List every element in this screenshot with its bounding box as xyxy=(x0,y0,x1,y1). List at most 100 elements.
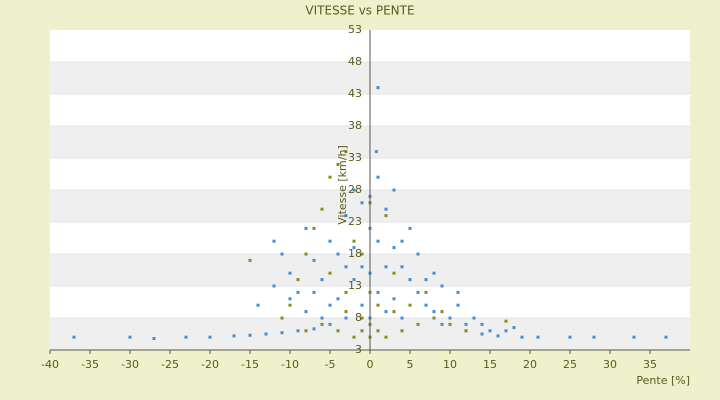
point xyxy=(376,303,380,307)
y-tick-label: 38 xyxy=(348,119,362,132)
point xyxy=(424,278,428,282)
point xyxy=(416,252,420,256)
point xyxy=(312,290,316,294)
point xyxy=(328,303,332,307)
point xyxy=(328,322,332,326)
point xyxy=(480,322,484,326)
point xyxy=(400,316,404,320)
point xyxy=(296,278,300,282)
point xyxy=(392,271,396,275)
point xyxy=(456,290,460,294)
point xyxy=(320,316,324,320)
point xyxy=(248,258,252,262)
x-tick-label: 10 xyxy=(443,358,457,371)
point xyxy=(416,290,420,294)
point xyxy=(488,329,492,333)
point xyxy=(280,252,284,256)
point xyxy=(480,332,484,336)
point xyxy=(376,175,380,179)
y-tick-label: 43 xyxy=(348,87,362,100)
x-tick-label: 35 xyxy=(643,358,657,371)
point xyxy=(272,284,276,288)
point xyxy=(320,278,324,282)
y-tick-label: 23 xyxy=(348,215,362,228)
point xyxy=(208,335,212,339)
y-tick-label: 8 xyxy=(355,311,362,324)
y-tick-label: 28 xyxy=(348,183,362,196)
point xyxy=(360,316,364,320)
x-tick-label: -15 xyxy=(241,358,259,371)
point xyxy=(360,329,364,333)
x-tick-label: -40 xyxy=(41,358,59,371)
point xyxy=(376,86,380,90)
point xyxy=(592,335,596,339)
point xyxy=(336,329,340,333)
point xyxy=(384,214,388,218)
point xyxy=(448,316,452,320)
point xyxy=(312,258,316,262)
point xyxy=(344,316,348,320)
point xyxy=(360,252,364,256)
x-tick-label: 20 xyxy=(523,358,537,371)
point xyxy=(568,335,572,339)
point xyxy=(336,297,340,301)
y-axis-label: Vitesse [km/h] xyxy=(336,145,349,225)
point xyxy=(376,290,380,294)
point xyxy=(432,316,436,320)
y-tick-label: 18 xyxy=(348,247,362,260)
point xyxy=(304,252,308,256)
point xyxy=(440,310,444,314)
point xyxy=(344,265,348,269)
point xyxy=(432,271,436,275)
point xyxy=(408,226,412,230)
point xyxy=(632,335,636,339)
point xyxy=(304,329,308,333)
point xyxy=(392,297,396,301)
x-tick-label: -5 xyxy=(325,358,336,371)
point xyxy=(328,239,332,243)
point xyxy=(344,290,348,294)
point xyxy=(328,271,332,275)
point xyxy=(384,310,388,314)
point xyxy=(328,175,332,179)
point xyxy=(440,322,444,326)
point xyxy=(424,290,428,294)
point xyxy=(496,334,500,338)
point xyxy=(408,278,412,282)
point xyxy=(288,303,292,307)
x-tick-label: 30 xyxy=(603,358,617,371)
point xyxy=(384,207,388,211)
point xyxy=(536,335,540,339)
point xyxy=(336,162,340,166)
point xyxy=(376,329,380,333)
point xyxy=(304,226,308,230)
point xyxy=(264,332,268,336)
x-tick-label: 5 xyxy=(407,358,414,371)
point xyxy=(352,335,356,339)
point xyxy=(352,246,356,250)
point xyxy=(352,188,356,192)
point xyxy=(280,331,284,335)
point xyxy=(416,322,420,326)
point xyxy=(344,214,348,218)
point xyxy=(360,201,364,205)
point xyxy=(464,322,468,326)
point xyxy=(392,310,396,314)
y-tick-label: 48 xyxy=(348,55,362,68)
y-tick-label: 13 xyxy=(348,279,362,292)
point xyxy=(360,265,364,269)
point xyxy=(520,335,524,339)
x-tick-label: 15 xyxy=(483,358,497,371)
point xyxy=(440,284,444,288)
point xyxy=(504,319,508,323)
point xyxy=(400,239,404,243)
point xyxy=(128,335,132,339)
x-tick-label: -35 xyxy=(81,358,99,371)
point xyxy=(376,239,380,243)
point xyxy=(448,322,452,326)
point xyxy=(456,303,460,307)
point xyxy=(400,329,404,333)
point xyxy=(312,226,316,230)
point xyxy=(320,322,324,326)
